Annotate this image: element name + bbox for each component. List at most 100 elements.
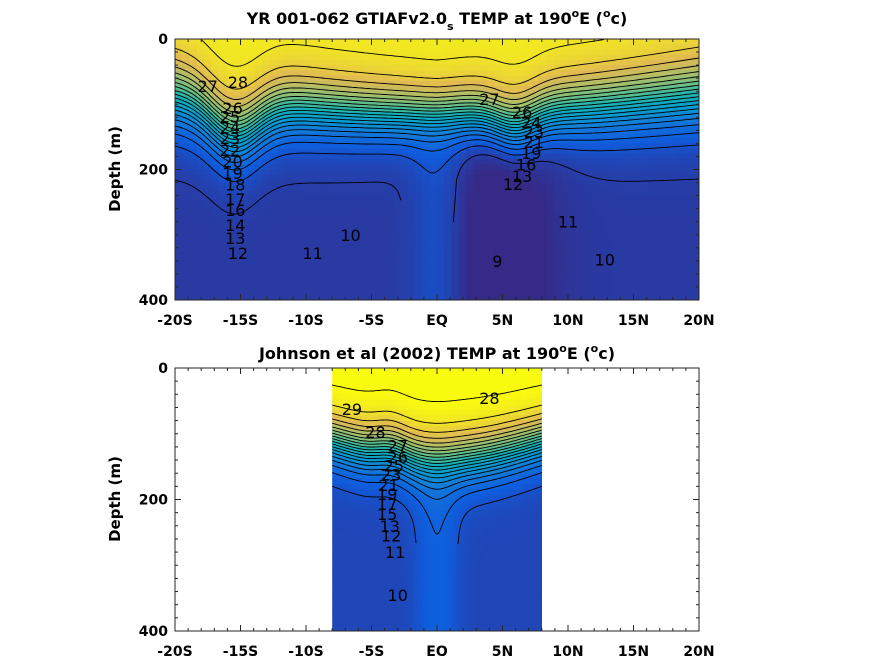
top-field-cell — [327, 122, 336, 129]
top-field-cell — [691, 70, 699, 77]
top-field-cell — [240, 284, 249, 291]
top-field-cell — [182, 216, 191, 223]
top-field-cell — [437, 216, 445, 223]
top-field-cell — [517, 96, 525, 103]
bottom-field-cell — [346, 620, 351, 627]
bottom-field-cell — [364, 457, 368, 464]
top-field-cell — [240, 216, 249, 223]
top-field-cell — [517, 80, 525, 87]
top-field-cell — [291, 174, 300, 181]
top-field-cell — [589, 117, 598, 124]
top-field-cell — [400, 132, 409, 139]
bottom-field-cell — [343, 399, 348, 406]
bottom-field-cell — [381, 573, 386, 579]
top-field-cell — [218, 49, 227, 56]
top-field-cell — [648, 159, 656, 165]
top-field-cell — [444, 206, 453, 212]
top-field-cell — [225, 169, 234, 176]
top-field-cell — [407, 258, 416, 265]
bottom-field-cell — [346, 441, 351, 448]
top-field-cell — [189, 247, 198, 254]
top-field-cell — [262, 91, 271, 98]
top-field-cell — [233, 59, 242, 66]
top-field-cell — [204, 289, 212, 296]
top-field-cell — [655, 253, 664, 259]
top-field-cell — [386, 85, 394, 92]
top-field-cell — [291, 242, 300, 249]
top-field-cell — [327, 117, 336, 124]
top-field-cell — [306, 268, 314, 275]
top-field-cell — [269, 65, 278, 71]
top-field-cell — [291, 273, 300, 280]
top-y-tick-label: 400 — [139, 293, 168, 309]
bottom-field-cell — [378, 389, 383, 395]
bottom-field-cell — [390, 567, 394, 574]
bottom-field-cell — [343, 541, 348, 548]
top-field-cell — [371, 190, 380, 197]
top-field-cell — [560, 54, 569, 61]
top-field-cell — [618, 253, 627, 259]
top-field-cell — [451, 132, 460, 139]
top-field-cell — [553, 253, 562, 259]
top-field-cell — [648, 221, 656, 228]
top-field-cell — [546, 263, 555, 270]
top-field-cell — [204, 221, 212, 228]
top-field-cell — [269, 127, 278, 134]
top-field-cell — [597, 174, 605, 181]
top-field-cell — [386, 143, 394, 150]
top-field-cell — [451, 39, 460, 45]
top-field-cell — [437, 268, 445, 275]
top-field-cell — [276, 132, 285, 139]
top-field-cell — [276, 54, 285, 61]
top-field-cell — [429, 106, 438, 113]
bottom-field-cell — [352, 378, 357, 385]
top-field-cell — [415, 263, 424, 270]
top-field-cell — [473, 206, 482, 212]
top-field-cell — [225, 253, 234, 259]
top-field-cell — [546, 268, 555, 275]
top-field-cell — [349, 127, 358, 134]
top-field-cell — [211, 242, 220, 249]
top-field-cell — [633, 159, 642, 165]
top-field-cell — [538, 75, 547, 82]
top-field-cell — [327, 138, 336, 144]
bottom-field-cell — [396, 383, 400, 390]
top-field-cell — [458, 122, 467, 129]
top-field-cell — [451, 232, 460, 238]
top-field-cell — [633, 242, 642, 249]
top-field-cell — [684, 85, 693, 92]
top-field-cell — [546, 221, 555, 228]
top-field-cell — [611, 132, 620, 139]
top-field-cell — [684, 247, 693, 254]
top-field-cell — [611, 39, 620, 45]
top-field-cell — [466, 226, 474, 233]
top-field-cell — [538, 153, 547, 160]
bottom-field-cell — [343, 604, 348, 611]
top-field-cell — [473, 75, 482, 82]
top-field-cell — [531, 65, 540, 71]
top-field-cell — [655, 143, 664, 150]
top-field-cell — [298, 258, 307, 265]
bottom-field-cell — [349, 573, 354, 579]
top-field-cell — [255, 273, 263, 280]
bottom-field-cell — [358, 525, 362, 532]
top-field-cell — [538, 101, 547, 108]
bottom-field-cell — [378, 552, 383, 558]
top-field-cell — [276, 169, 285, 176]
bottom-field-cell — [396, 531, 400, 537]
bottom-field-cell — [399, 531, 403, 537]
top-field-cell — [204, 153, 212, 160]
top-field-cell — [589, 190, 598, 197]
bottom-field-cell — [361, 541, 365, 548]
bottom-field-cell — [332, 373, 336, 380]
top-field-cell — [531, 101, 540, 108]
top-field-cell — [538, 279, 547, 285]
top-field-cell — [371, 226, 380, 233]
top-field-cell — [546, 174, 555, 181]
top-field-cell — [633, 216, 642, 223]
top-field-cell — [371, 185, 380, 191]
bottom-field-cell — [384, 562, 389, 569]
bottom-field-cell — [352, 567, 357, 574]
bottom-field-cell — [340, 483, 345, 490]
top-field-cell — [269, 268, 278, 275]
